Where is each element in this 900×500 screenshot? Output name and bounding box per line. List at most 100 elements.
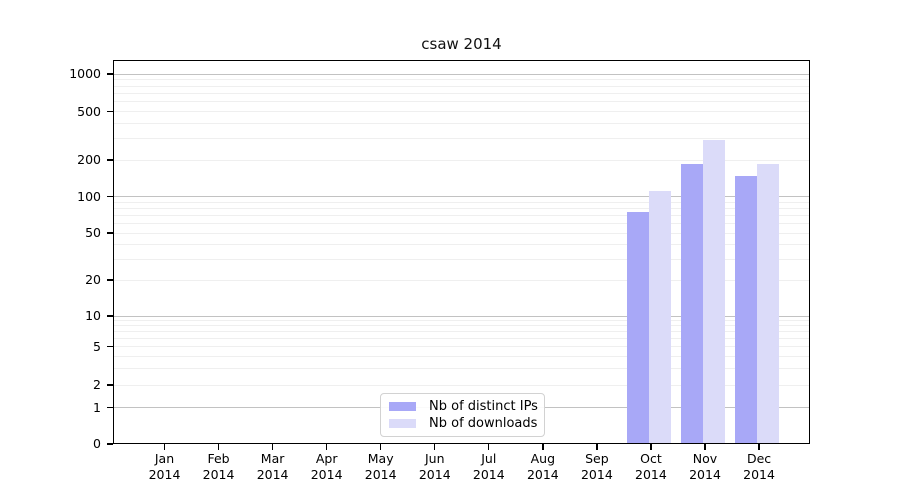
y-axis-tick-label: 5: [93, 338, 101, 354]
x-tick-month: Sep: [585, 451, 609, 466]
y-axis-tick-label: 200: [77, 151, 101, 167]
y-axis-tick-mark: [107, 196, 113, 198]
y-gridline-minor: [113, 159, 810, 161]
x-tick-year: 2014: [635, 467, 667, 482]
y-axis-tick-label: 0: [93, 436, 101, 451]
x-tick-month: Feb: [207, 451, 230, 466]
x-axis-tick-label: Mar 2014: [233, 451, 313, 483]
y-axis-tick-mark: [107, 279, 113, 281]
x-tick-month: Nov: [692, 451, 718, 466]
x-tick-year: 2014: [202, 467, 235, 482]
y-gridline-minor: [113, 201, 810, 203]
y-axis-tick-label: 100: [77, 188, 101, 204]
y-gridline-minor: [113, 138, 810, 140]
y-gridline-minor: [113, 279, 810, 281]
y-gridline-minor: [113, 214, 810, 216]
chart-title: csaw 2014: [421, 35, 502, 53]
y-axis-tick-mark: [107, 232, 113, 234]
y-gridline-minor: [113, 101, 810, 103]
x-tick-year: 2014: [526, 467, 559, 482]
x-tick-month: Jan: [154, 451, 175, 466]
y-gridline-minor: [113, 355, 810, 357]
x-axis-tick-label: Jan 2014: [125, 451, 205, 483]
x-tick-year: 2014: [689, 467, 721, 482]
x-axis-tick-mark: [596, 444, 598, 450]
bar-distinct-ips-dec: [735, 175, 758, 444]
y-gridline-minor: [113, 331, 810, 333]
x-axis-tick-mark: [163, 444, 166, 450]
x-axis-tick-mark: [434, 444, 436, 450]
y-gridline-minor: [113, 111, 810, 113]
y-gridline-minor: [113, 207, 810, 209]
legend-item-distinct-ips: Nb of distinct IPs: [387, 399, 538, 414]
plot-area: [113, 60, 810, 444]
y-axis-tick-mark: [107, 345, 113, 348]
x-tick-month: Jun: [424, 451, 445, 466]
x-tick-month: Mar: [260, 451, 285, 466]
y-gridline-minor: [113, 320, 810, 322]
y-gridline-major: [113, 73, 810, 75]
x-axis-tick-mark: [758, 444, 760, 450]
x-tick-month: Dec: [746, 451, 772, 466]
y-axis-tick-mark: [107, 73, 113, 75]
x-tick-month: Aug: [530, 451, 556, 466]
y-axis-tick-mark: [107, 407, 113, 409]
y-gridline-minor: [113, 243, 810, 245]
y-gridline-minor: [113, 92, 810, 94]
bar-downloads-nov: [703, 139, 725, 444]
y-axis-tick-mark: [107, 159, 113, 161]
bar-distinct-ips-oct: [627, 211, 649, 444]
x-axis-tick-label: Nov 2014: [665, 451, 745, 483]
y-gridline-minor: [113, 79, 810, 81]
x-tick-month: Oct: [640, 451, 662, 466]
x-axis-tick-mark: [704, 444, 706, 450]
legend-swatch-downloads-icon: [389, 419, 416, 428]
y-gridline-minor: [113, 325, 810, 327]
x-tick-year: 2014: [472, 467, 505, 482]
y-axis-tick-mark: [107, 315, 113, 317]
x-axis-tick-label: Jul 2014: [449, 451, 529, 483]
x-axis-tick-mark: [380, 444, 382, 450]
y-gridline-major: [113, 196, 810, 198]
x-axis-tick-label: Feb 2014: [179, 451, 259, 483]
x-axis-tick-label: Jun 2014: [395, 451, 475, 483]
x-axis-tick-label: May 2014: [341, 451, 421, 483]
y-gridline-minor: [113, 85, 810, 87]
legend-label-distinct-ips: Nb of distinct IPs: [429, 399, 538, 414]
x-tick-month: Jul: [481, 451, 497, 466]
x-axis-tick-mark: [488, 444, 490, 450]
x-axis-tick-label: Apr 2014: [287, 451, 367, 483]
x-axis-tick-mark: [217, 444, 220, 450]
y-gridline-minor: [113, 122, 810, 124]
y-gridline-minor: [113, 232, 810, 234]
y-gridline-minor: [113, 338, 810, 340]
y-gridline-minor: [113, 222, 810, 224]
x-tick-month: Apr: [315, 451, 338, 466]
y-axis-tick-label: 50: [85, 224, 101, 240]
y-axis-tick-label: 2: [93, 377, 101, 393]
legend-item-downloads: Nb of downloads: [387, 416, 538, 431]
y-gridline-minor: [113, 367, 810, 369]
bar-distinct-ips-nov: [681, 164, 703, 444]
x-tick-year: 2014: [148, 467, 181, 482]
y-axis-tick-label: 20: [85, 271, 101, 287]
x-axis-tick-label: Aug 2014: [503, 451, 583, 483]
y-axis-tick-label: 1000: [69, 66, 101, 82]
x-tick-year: 2014: [743, 467, 775, 482]
y-axis-tick-mark: [107, 384, 113, 386]
x-axis-tick-mark: [271, 444, 274, 450]
x-tick-year: 2014: [418, 467, 451, 482]
x-tick-year: 2014: [256, 467, 289, 482]
y-axis-tick-label: 500: [77, 103, 101, 119]
x-axis-tick-mark: [650, 444, 652, 450]
x-axis-tick-label: Sep 2014: [557, 451, 637, 483]
x-axis-tick-label: Dec 2014: [719, 451, 799, 483]
y-axis-tick-label: 10: [85, 308, 101, 323]
x-tick-year: 2014: [580, 467, 613, 482]
x-tick-year: 2014: [364, 467, 397, 482]
y-gridline-minor: [113, 384, 810, 386]
y-axis-tick-mark: [107, 110, 113, 113]
legend: Nb of distinct IPs Nb of downloads: [380, 393, 545, 437]
y-gridline-minor: [113, 346, 810, 348]
